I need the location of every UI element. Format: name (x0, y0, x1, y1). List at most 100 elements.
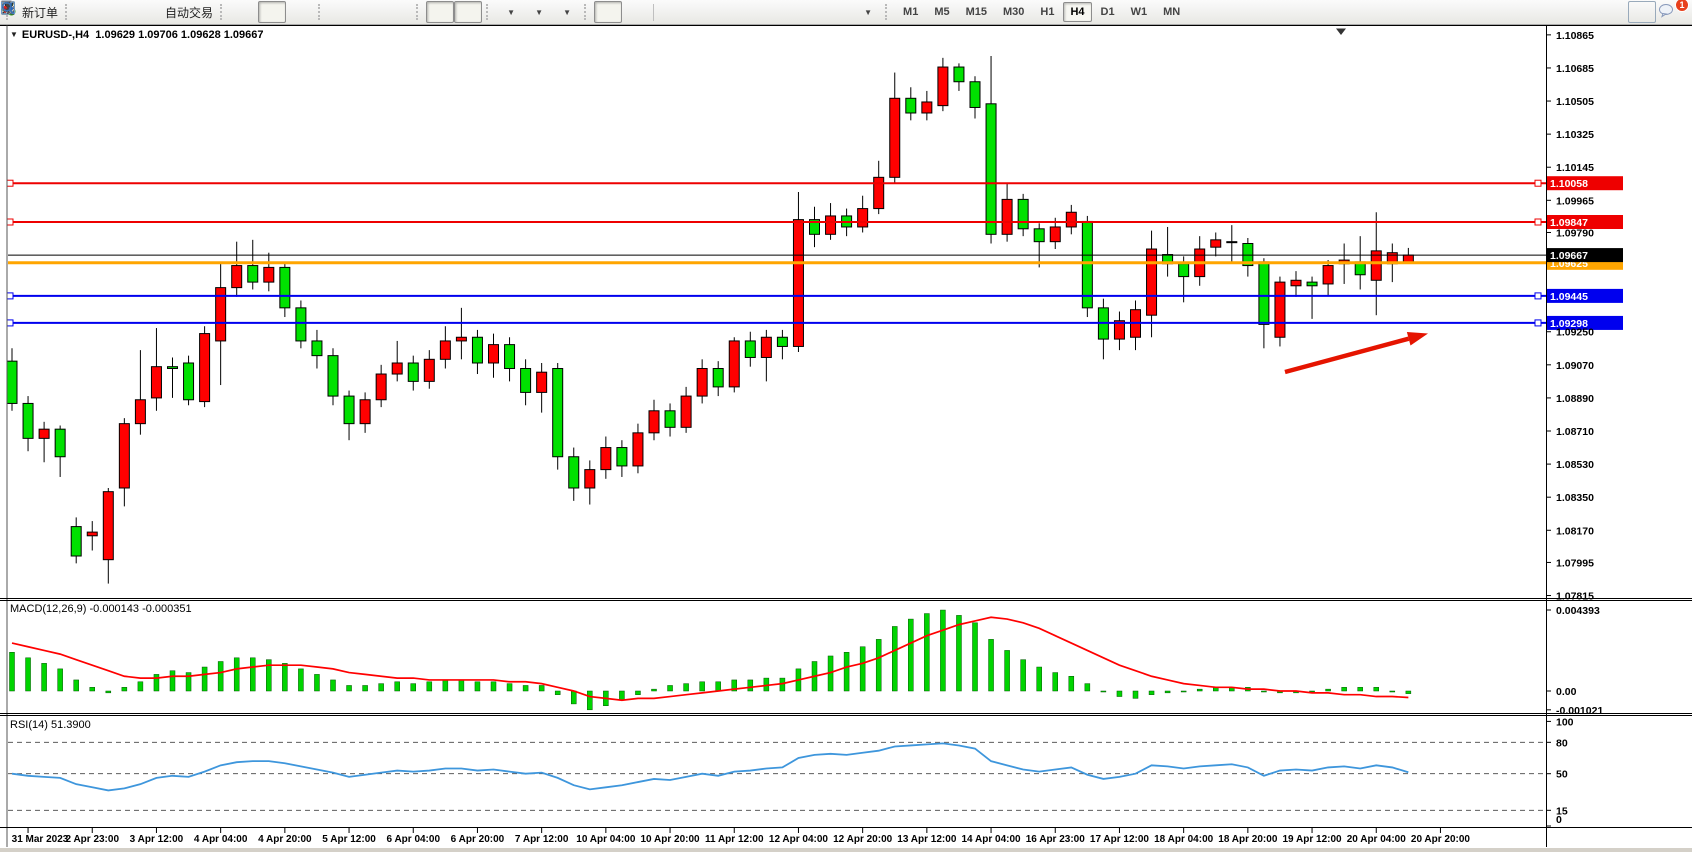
candle-body (1322, 265, 1334, 285)
candle-body (680, 395, 692, 428)
hline-handle[interactable] (1534, 319, 1542, 327)
candle-body (22, 402, 34, 439)
candle-body (263, 266, 275, 283)
auto-scroll-button[interactable] (1, 1, 455, 23)
new-chart-button[interactable]: ▼ (1, 1, 524, 23)
time-label: 5 Apr 12:00 (322, 834, 376, 845)
macd-bar (298, 668, 304, 692)
market-watch-button[interactable] (1, 1, 103, 23)
one-click-trading-arrow-icon[interactable]: ▼ (10, 30, 18, 39)
rsi-scale-label: 15 (1556, 805, 1568, 817)
timeframe-w1[interactable]: W1 (1130, 6, 1148, 18)
arrows-tool-button[interactable]: ▼ (2, 1, 881, 23)
text-tool-button[interactable]: A (4, 1, 825, 23)
hline-handle[interactable] (6, 319, 14, 327)
candle-body (712, 368, 724, 388)
trend-arrow-head[interactable] (1406, 331, 1428, 346)
macd-label: MACD(12,26,9) -0.000143 -0.000351 (10, 603, 192, 615)
timeframe-m15[interactable]: M15 (965, 6, 987, 18)
timeframe-h1[interactable]: H1 (1040, 6, 1055, 18)
hline-handle[interactable] (1534, 179, 1542, 187)
time-label: 20 Apr 04:00 (1347, 834, 1407, 845)
macd-bar (233, 657, 240, 692)
toolbar-separator (653, 3, 655, 21)
tile-windows-button[interactable] (1, 1, 412, 23)
candlestick-chart-button[interactable] (2, 1, 287, 23)
macd-bar (426, 681, 433, 692)
fibonacci-tool-button[interactable]: F (2, 1, 797, 23)
search-button[interactable] (2, 1, 1656, 23)
macd-bar (266, 659, 272, 692)
window-bottom-edge (0, 848, 1692, 852)
indicators-button[interactable]: ▼ (1, 1, 580, 23)
macd-bar (1132, 690, 1139, 699)
timeframe-h4[interactable]: H4 (1063, 2, 1092, 22)
hline-handle[interactable] (6, 292, 14, 300)
periodicity-button[interactable]: ▼ (1, 1, 552, 23)
horizontal-line-tool-button[interactable] (2, 1, 713, 23)
candle-body (54, 428, 66, 458)
line-chart-button[interactable] (1, 1, 314, 23)
macd-bar (121, 687, 128, 692)
macd-bar (185, 672, 192, 692)
candle-body (1049, 226, 1061, 243)
timeframe-mn[interactable]: MN (1163, 6, 1181, 18)
new-order-button[interactable]: 新订单 (1, 0, 61, 23)
trend-arrow-annotation[interactable] (1284, 336, 1410, 375)
candle-body (504, 344, 516, 370)
crosshair-tool-button[interactable] (2, 1, 650, 23)
hline-handle[interactable] (6, 218, 14, 226)
candle-body (889, 97, 901, 178)
macd-bar (715, 681, 721, 692)
candle-body (664, 410, 676, 428)
candle-body (1274, 281, 1286, 338)
macd-bar (940, 609, 946, 692)
macd-bar (1261, 690, 1267, 693)
candle-body (584, 469, 596, 489)
rsi-label: RSI(14) 51.3900 (10, 719, 91, 731)
macd-bar (346, 685, 352, 692)
macd-bar (956, 615, 962, 692)
bar-chart-button[interactable] (2, 1, 258, 23)
vertical-line-tool-button[interactable] (7, 1, 685, 23)
macd-signal-line (11, 616, 1409, 702)
timeframe-d1[interactable]: D1 (1100, 6, 1115, 18)
timeframe-m1[interactable]: M1 (903, 6, 919, 18)
price-tick-label: 1.08530 (1556, 459, 1594, 471)
price-tag-box (1547, 315, 1623, 330)
price-tick-label: 1.10685 (1556, 63, 1594, 75)
zoom-out-button[interactable] (1, 1, 384, 23)
timeframe-bar: M1 M5 M15 M30 H1 H4 D1 W1 MN (895, 2, 1188, 22)
chart-shift-button[interactable] (1, 1, 483, 23)
macd-bar (731, 679, 737, 692)
cursor-tool-button[interactable] (4, 1, 623, 23)
hline-handle[interactable] (1534, 292, 1542, 300)
text-label-tool-button[interactable]: T (2, 1, 853, 23)
macd-scale-label: 0.004393 (1556, 605, 1600, 617)
zoom-in-button[interactable] (1, 1, 356, 23)
chat-button[interactable]: 1 (1656, 0, 1689, 23)
chart-ohlc-readout: 1.09629 1.09706 1.09628 1.09667 (95, 29, 264, 41)
chart-shift-marker[interactable] (1336, 28, 1346, 36)
candle-body (488, 344, 499, 364)
hline-handle[interactable] (6, 179, 14, 187)
timeframe-m30[interactable]: M30 (1003, 6, 1025, 18)
auto-trading-button[interactable]: 自动交易 (1, 1, 216, 23)
signals-button[interactable] (2, 1, 159, 23)
macd-bar (1164, 690, 1171, 694)
timeframe-m5[interactable]: M5 (934, 6, 950, 18)
candle-body (391, 362, 403, 375)
candle-body (728, 340, 740, 388)
trendline-tool-button[interactable] (2, 1, 741, 23)
candle-body (792, 219, 804, 347)
macd-bar (458, 679, 465, 692)
hline-handle[interactable] (1534, 218, 1542, 226)
channel-tool-button[interactable]: E (1, 1, 769, 23)
macd-bar (1116, 690, 1123, 697)
contacts-button[interactable] (1, 1, 131, 23)
candle-body (150, 366, 162, 399)
chat-unread-badge: 1 (1675, 0, 1689, 12)
price-tick-label: 1.09790 (1556, 227, 1594, 239)
macd-bar (394, 681, 400, 692)
